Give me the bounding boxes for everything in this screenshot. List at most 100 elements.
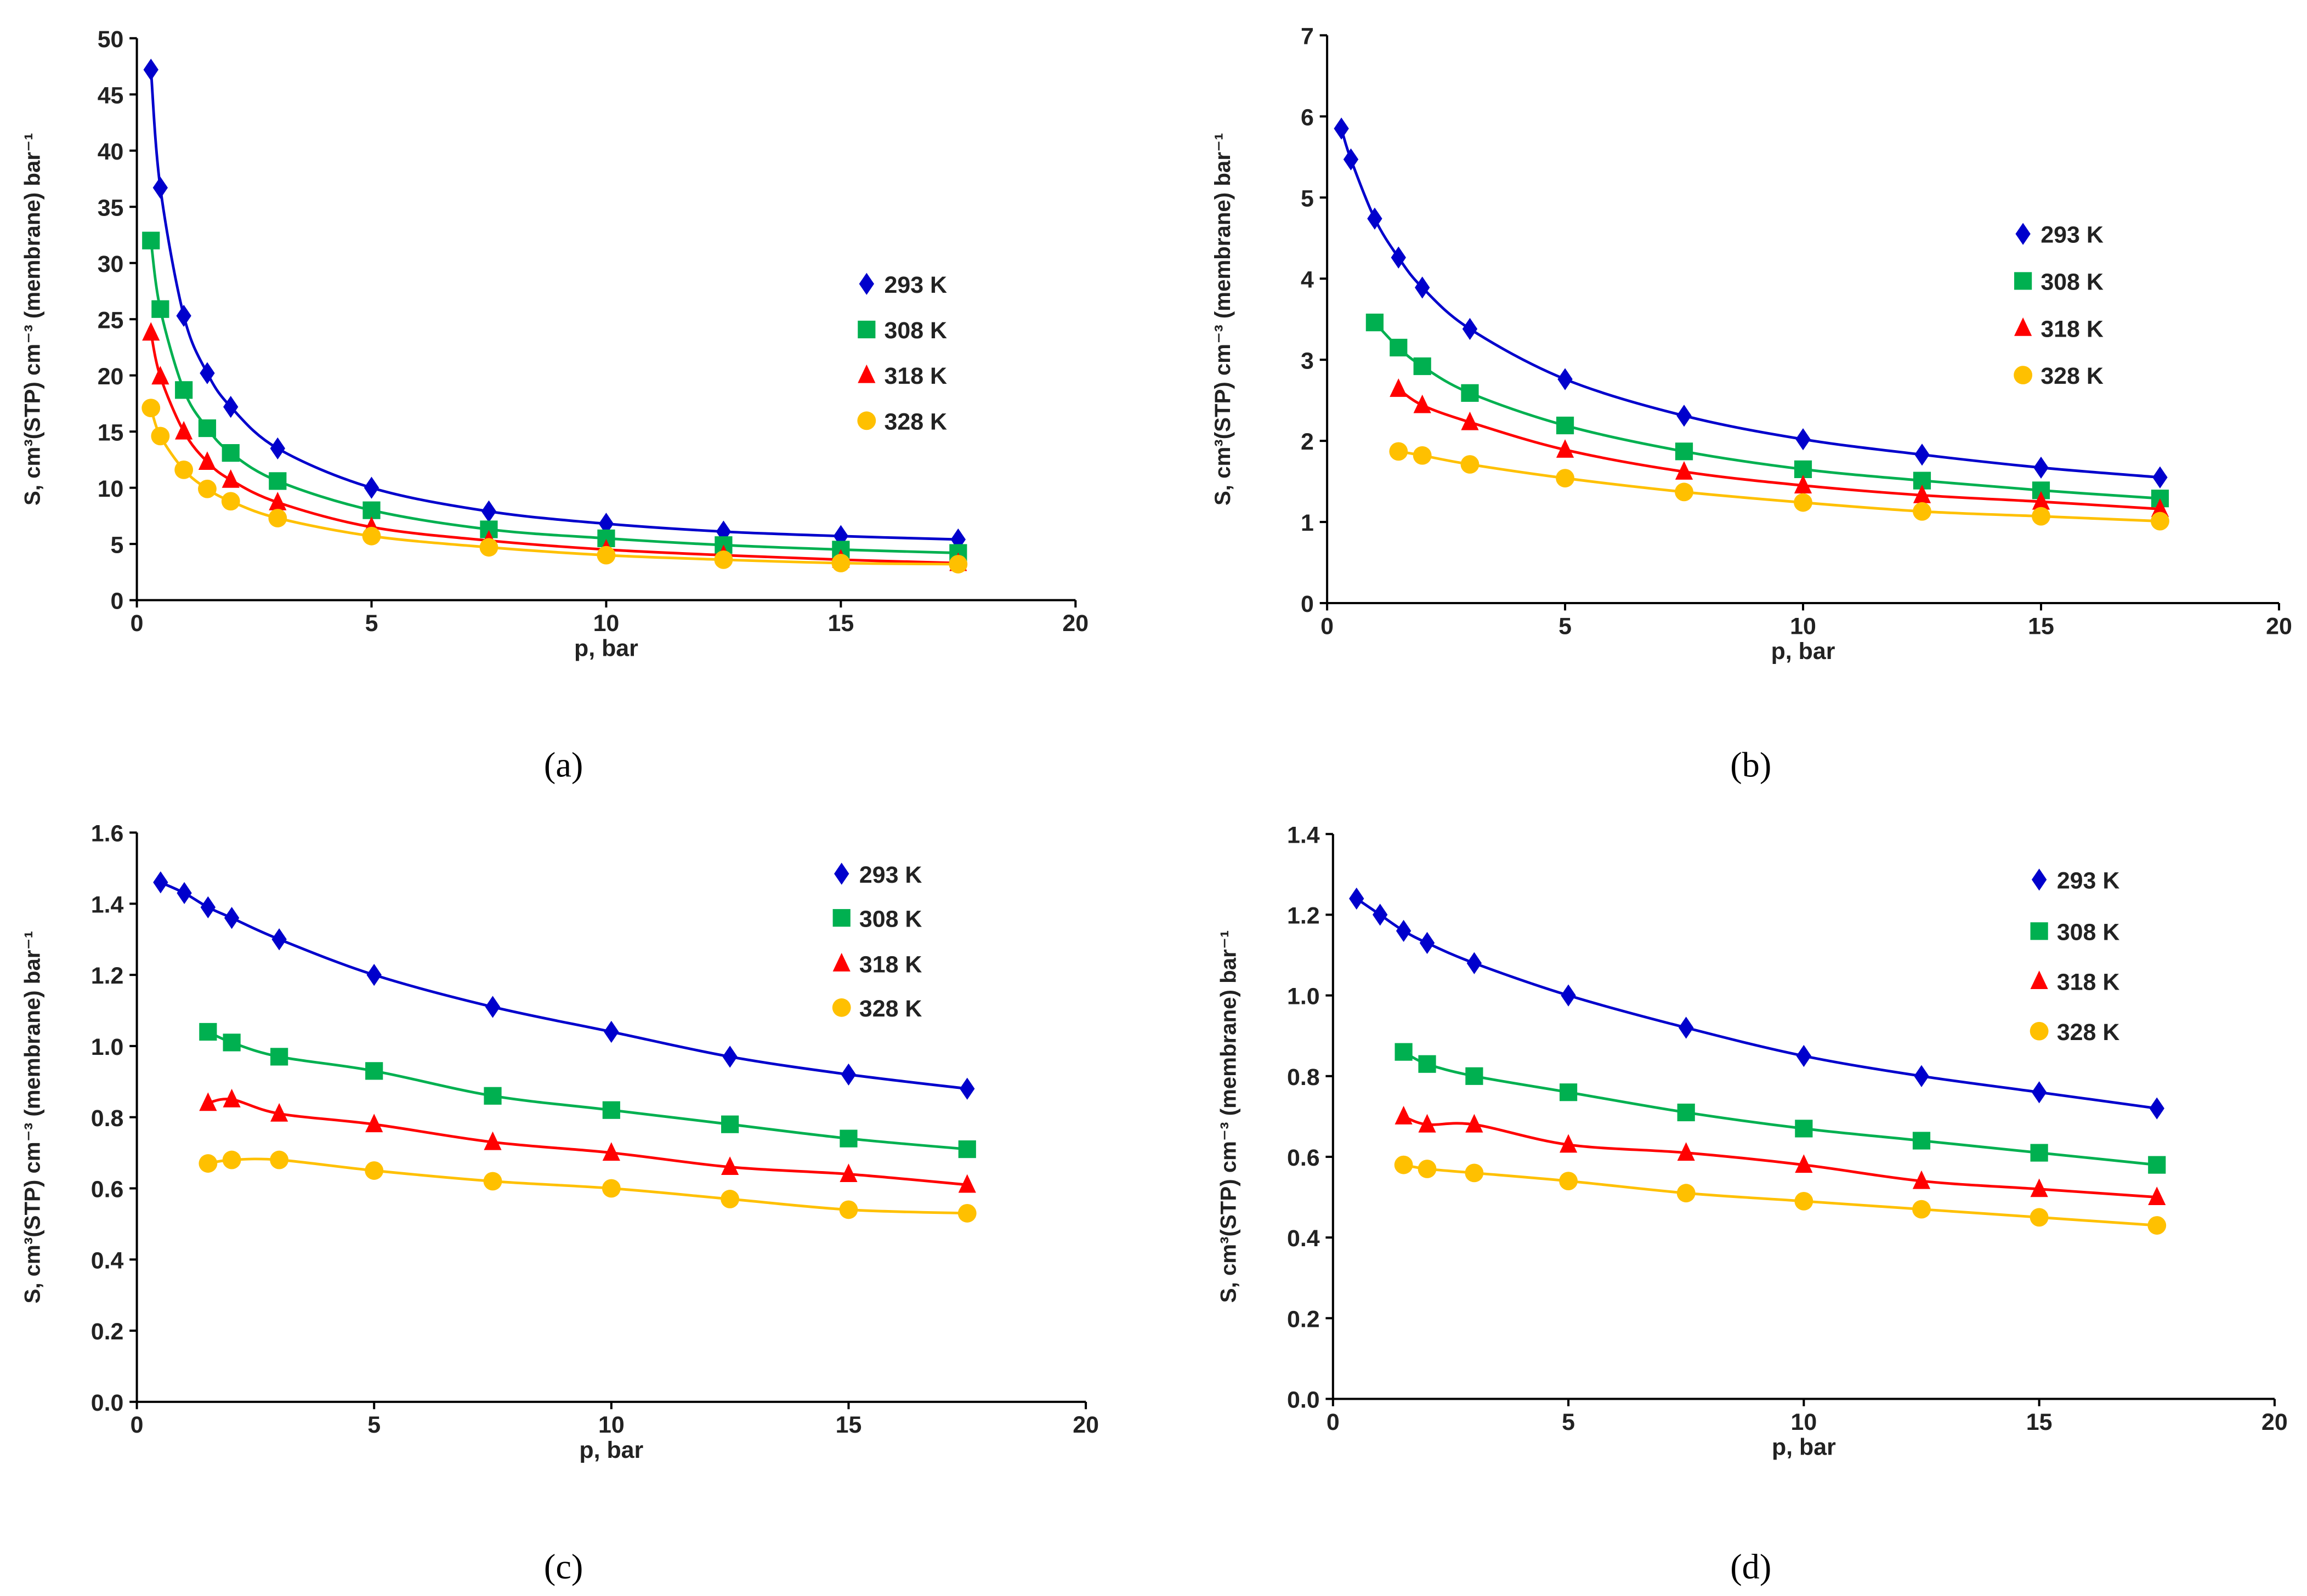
data-point-square (1390, 338, 1408, 357)
legend-label: 293 K (2057, 868, 2120, 894)
data-point-diamond (1367, 207, 1382, 230)
data-point-triangle (270, 1103, 288, 1122)
legend-entry: 328 K (857, 408, 947, 435)
data-point-diamond (152, 177, 168, 199)
series-308-k (142, 231, 967, 562)
legend-marker-circle (857, 411, 876, 430)
data-point-diamond (2152, 466, 2168, 489)
data-point-circle (174, 460, 194, 479)
series-308-k (1395, 1043, 2166, 1174)
legend-entry: 318 K (858, 363, 947, 389)
panel-label: (c) (544, 1547, 583, 1586)
data-point-circle (1676, 1184, 1696, 1203)
data-point-circle (1675, 482, 1693, 502)
chart-panel-c: 0 5 10 15 20 0.0 0.2 0.4 0.6 0.8 1.0 1.2 1.4 1.6 p, ba… (20, 821, 1099, 1586)
data-point-diamond (1349, 887, 1364, 910)
data-point-circle (1465, 1163, 1484, 1183)
data-point-diamond (177, 882, 192, 904)
legend-marker-triangle (2030, 970, 2048, 990)
x-tick-label: 10 (593, 610, 620, 637)
legend-label: 293 K (859, 862, 922, 888)
data-point-circle (597, 546, 616, 565)
x-tick-label: 5 (365, 610, 378, 637)
legend-marker-triangle (2014, 317, 2032, 336)
y-tick-label: 2 (1301, 429, 1314, 455)
legend-label: 308 K (885, 317, 948, 344)
data-point-circle (1460, 455, 1480, 474)
data-point-triangle (1675, 461, 1693, 480)
data-point-circle (151, 427, 170, 446)
x-tick-label: 0 (131, 610, 144, 637)
legend-label: 318 K (2040, 316, 2104, 342)
data-point-triangle (1795, 1154, 1813, 1173)
chart-panel-d: 0 5 10 15 20 0.0 0.2 0.4 0.6 0.8 1.0 1.2 1.4 p, bar S,… (1216, 822, 2288, 1586)
data-point-diamond (1372, 904, 1388, 926)
y-tick-label: 1.4 (1287, 822, 1320, 848)
data-point-triangle (1418, 1114, 1436, 1133)
data-point-triangle (1465, 1114, 1483, 1133)
y-axis-title: S, cm³(STP) cm⁻³ (membrane) bar⁻¹ (20, 133, 45, 506)
x-axis-title: p, bar (574, 635, 638, 662)
series-293-k (1349, 887, 2164, 1120)
data-point-triangle (2151, 498, 2169, 517)
data-point-circle (602, 1179, 621, 1198)
data-point-diamond (1914, 1065, 1929, 1087)
x-tick-label: 5 (367, 1412, 381, 1438)
data-point-square (2030, 1144, 2048, 1162)
legend-label: 328 K (885, 408, 948, 435)
data-point-diamond (598, 513, 614, 535)
y-axis-title: S, cm³(STP) cm⁻³ (membrane) bar⁻¹ (1216, 930, 1241, 1303)
data-point-square (1413, 357, 1431, 376)
x-tick-label: 15 (828, 610, 854, 637)
data-point-triangle (1912, 1170, 1931, 1189)
data-point-circle (222, 1150, 241, 1169)
data-point-circle (2151, 512, 2169, 531)
data-point-diamond (1396, 919, 1412, 942)
x-tick-label: 15 (836, 1412, 862, 1438)
data-point-triangle (1413, 394, 1431, 413)
panel-label: (a) (544, 746, 583, 785)
legend-marker-diamond (2015, 223, 2031, 245)
data-point-circle (141, 399, 161, 418)
legend-entry: 293 K (834, 862, 922, 888)
data-point-triangle (2148, 1186, 2166, 1206)
data-point-square (1418, 1055, 1436, 1073)
x-tick-label: 20 (2266, 613, 2292, 639)
data-point-diamond (722, 1046, 738, 1068)
x-tick-label: 10 (1790, 1409, 1817, 1435)
fit-curve (149, 69, 959, 541)
x-tick-label: 10 (598, 1412, 625, 1438)
x-tick-label: 20 (1073, 1412, 1099, 1438)
data-point-triangle (142, 322, 160, 341)
data-point-diamond (2031, 1081, 2047, 1104)
legend-entry: 318 K (832, 951, 922, 978)
data-point-square (142, 231, 160, 249)
data-point-square (721, 1115, 739, 1133)
data-point-diamond (1679, 1016, 1694, 1039)
data-point-circle (949, 555, 968, 573)
y-tick-label: 0 (111, 588, 124, 615)
data-point-circle (1389, 442, 1408, 461)
data-point-diamond (176, 304, 191, 327)
data-point-circle (1394, 1155, 1413, 1174)
data-point-circle (1912, 1200, 1931, 1219)
data-point-circle (198, 479, 217, 498)
data-point-square (840, 1129, 858, 1148)
data-point-circle (1794, 493, 1812, 512)
data-point-diamond (200, 362, 215, 384)
data-point-diamond (1343, 148, 1359, 171)
y-tick-label: 0.4 (91, 1247, 124, 1274)
data-point-diamond (1676, 405, 1692, 427)
y-tick-label: 40 (98, 139, 124, 165)
legend-label: 328 K (2057, 1019, 2120, 1046)
legend-label: 293 K (885, 272, 948, 298)
series-318-k (1390, 378, 2169, 517)
data-point-circle (1418, 1160, 1437, 1178)
legend-entry: 318 K (2030, 969, 2119, 996)
legend-entry: 308 K (858, 317, 947, 344)
data-point-diamond (481, 500, 497, 522)
y-tick-label: 1.2 (91, 963, 124, 989)
series-318-k (199, 1088, 976, 1193)
legend-marker-triangle (858, 364, 876, 383)
data-point-square (198, 419, 217, 438)
